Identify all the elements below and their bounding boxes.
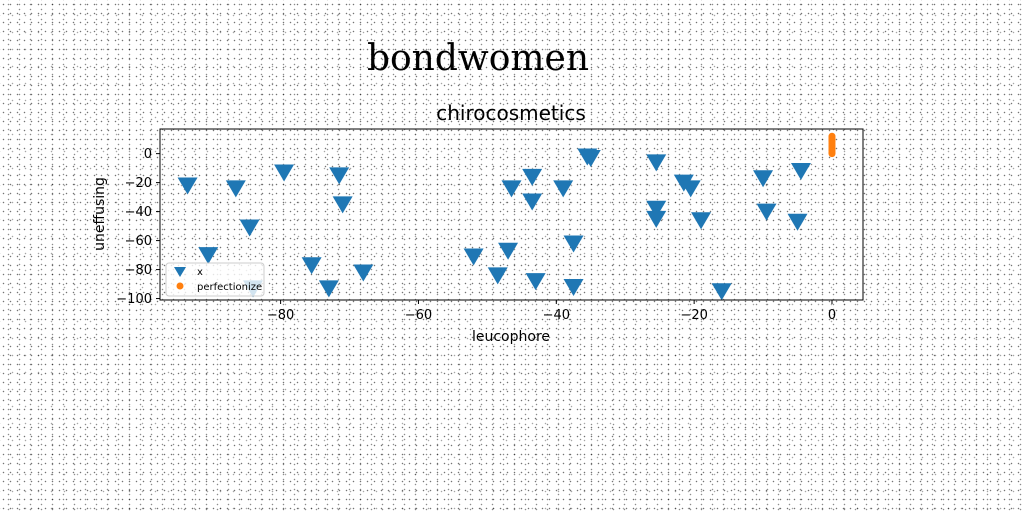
data-point-triangle <box>525 273 546 291</box>
legend-triangle-down-icon <box>174 267 186 277</box>
legend-label-x: x <box>197 267 203 278</box>
legend-label-perfectionize: perfectionize <box>197 282 262 293</box>
data-point-triangle <box>553 180 574 198</box>
data-point-triangle <box>787 213 808 231</box>
legend-box <box>165 262 265 297</box>
figure-suptitle: bondwomen <box>366 38 590 79</box>
x-axis-label: leucophore <box>472 329 550 345</box>
data-point-triangle <box>274 164 295 182</box>
data-point-triangle <box>463 248 484 266</box>
data-point-triangle <box>501 180 522 198</box>
data-point-triangle <box>711 283 732 301</box>
data-point-triangle <box>691 212 712 230</box>
x-tick-label: 0 <box>828 308 836 323</box>
data-point-triangle <box>198 247 219 265</box>
data-point-triangle <box>329 167 350 185</box>
series-0 <box>177 148 811 301</box>
data-point-triangle <box>522 193 543 211</box>
chart-title: chirocosmetics <box>436 101 586 125</box>
plot-frame <box>159 128 864 301</box>
x-tick-label: −80 <box>267 308 294 323</box>
data-point-triangle <box>487 267 508 285</box>
data-point-triangle <box>790 163 811 181</box>
data-point-triangle <box>646 154 667 172</box>
x-tick-label: −40 <box>543 308 570 323</box>
y-tick-label: −40 <box>125 205 152 220</box>
y-tick-label: −80 <box>125 263 152 278</box>
series-1 <box>828 132 836 158</box>
legend-circle-icon <box>176 282 184 290</box>
data-point-circle <box>828 150 836 158</box>
data-point-triangle <box>353 264 374 282</box>
y-axis-label: uneffusing <box>92 177 108 251</box>
ticks-layer: −80 −60 −40 −20 0 0 −20 −40 −60 −80 −100 <box>116 147 836 323</box>
data-point-triangle <box>522 168 543 186</box>
plot-layer <box>177 132 836 301</box>
y-tick-label: −60 <box>125 234 152 249</box>
data-point-triangle <box>498 242 519 260</box>
data-point-triangle <box>753 170 774 188</box>
data-point-triangle <box>563 235 584 253</box>
data-point-triangle <box>646 200 667 218</box>
x-tick-label: −20 <box>680 308 707 323</box>
data-point-triangle <box>318 280 339 298</box>
data-point-triangle <box>177 177 198 195</box>
y-tick-label: 0 <box>144 147 152 162</box>
x-tick-label: −60 <box>405 308 432 323</box>
data-point-triangle <box>646 210 667 228</box>
data-point-triangle <box>239 219 260 237</box>
data-point-triangle <box>563 278 584 296</box>
data-point-triangle <box>756 203 777 221</box>
data-point-triangle <box>332 196 353 214</box>
data-point-triangle <box>225 180 246 198</box>
y-tick-label: −100 <box>116 292 152 307</box>
data-point-triangle <box>301 257 322 275</box>
data-point-triangle <box>680 180 701 198</box>
y-tick-label: −20 <box>125 176 152 191</box>
legend: x perfectionize <box>165 262 265 297</box>
data-point-triangle <box>580 149 601 167</box>
